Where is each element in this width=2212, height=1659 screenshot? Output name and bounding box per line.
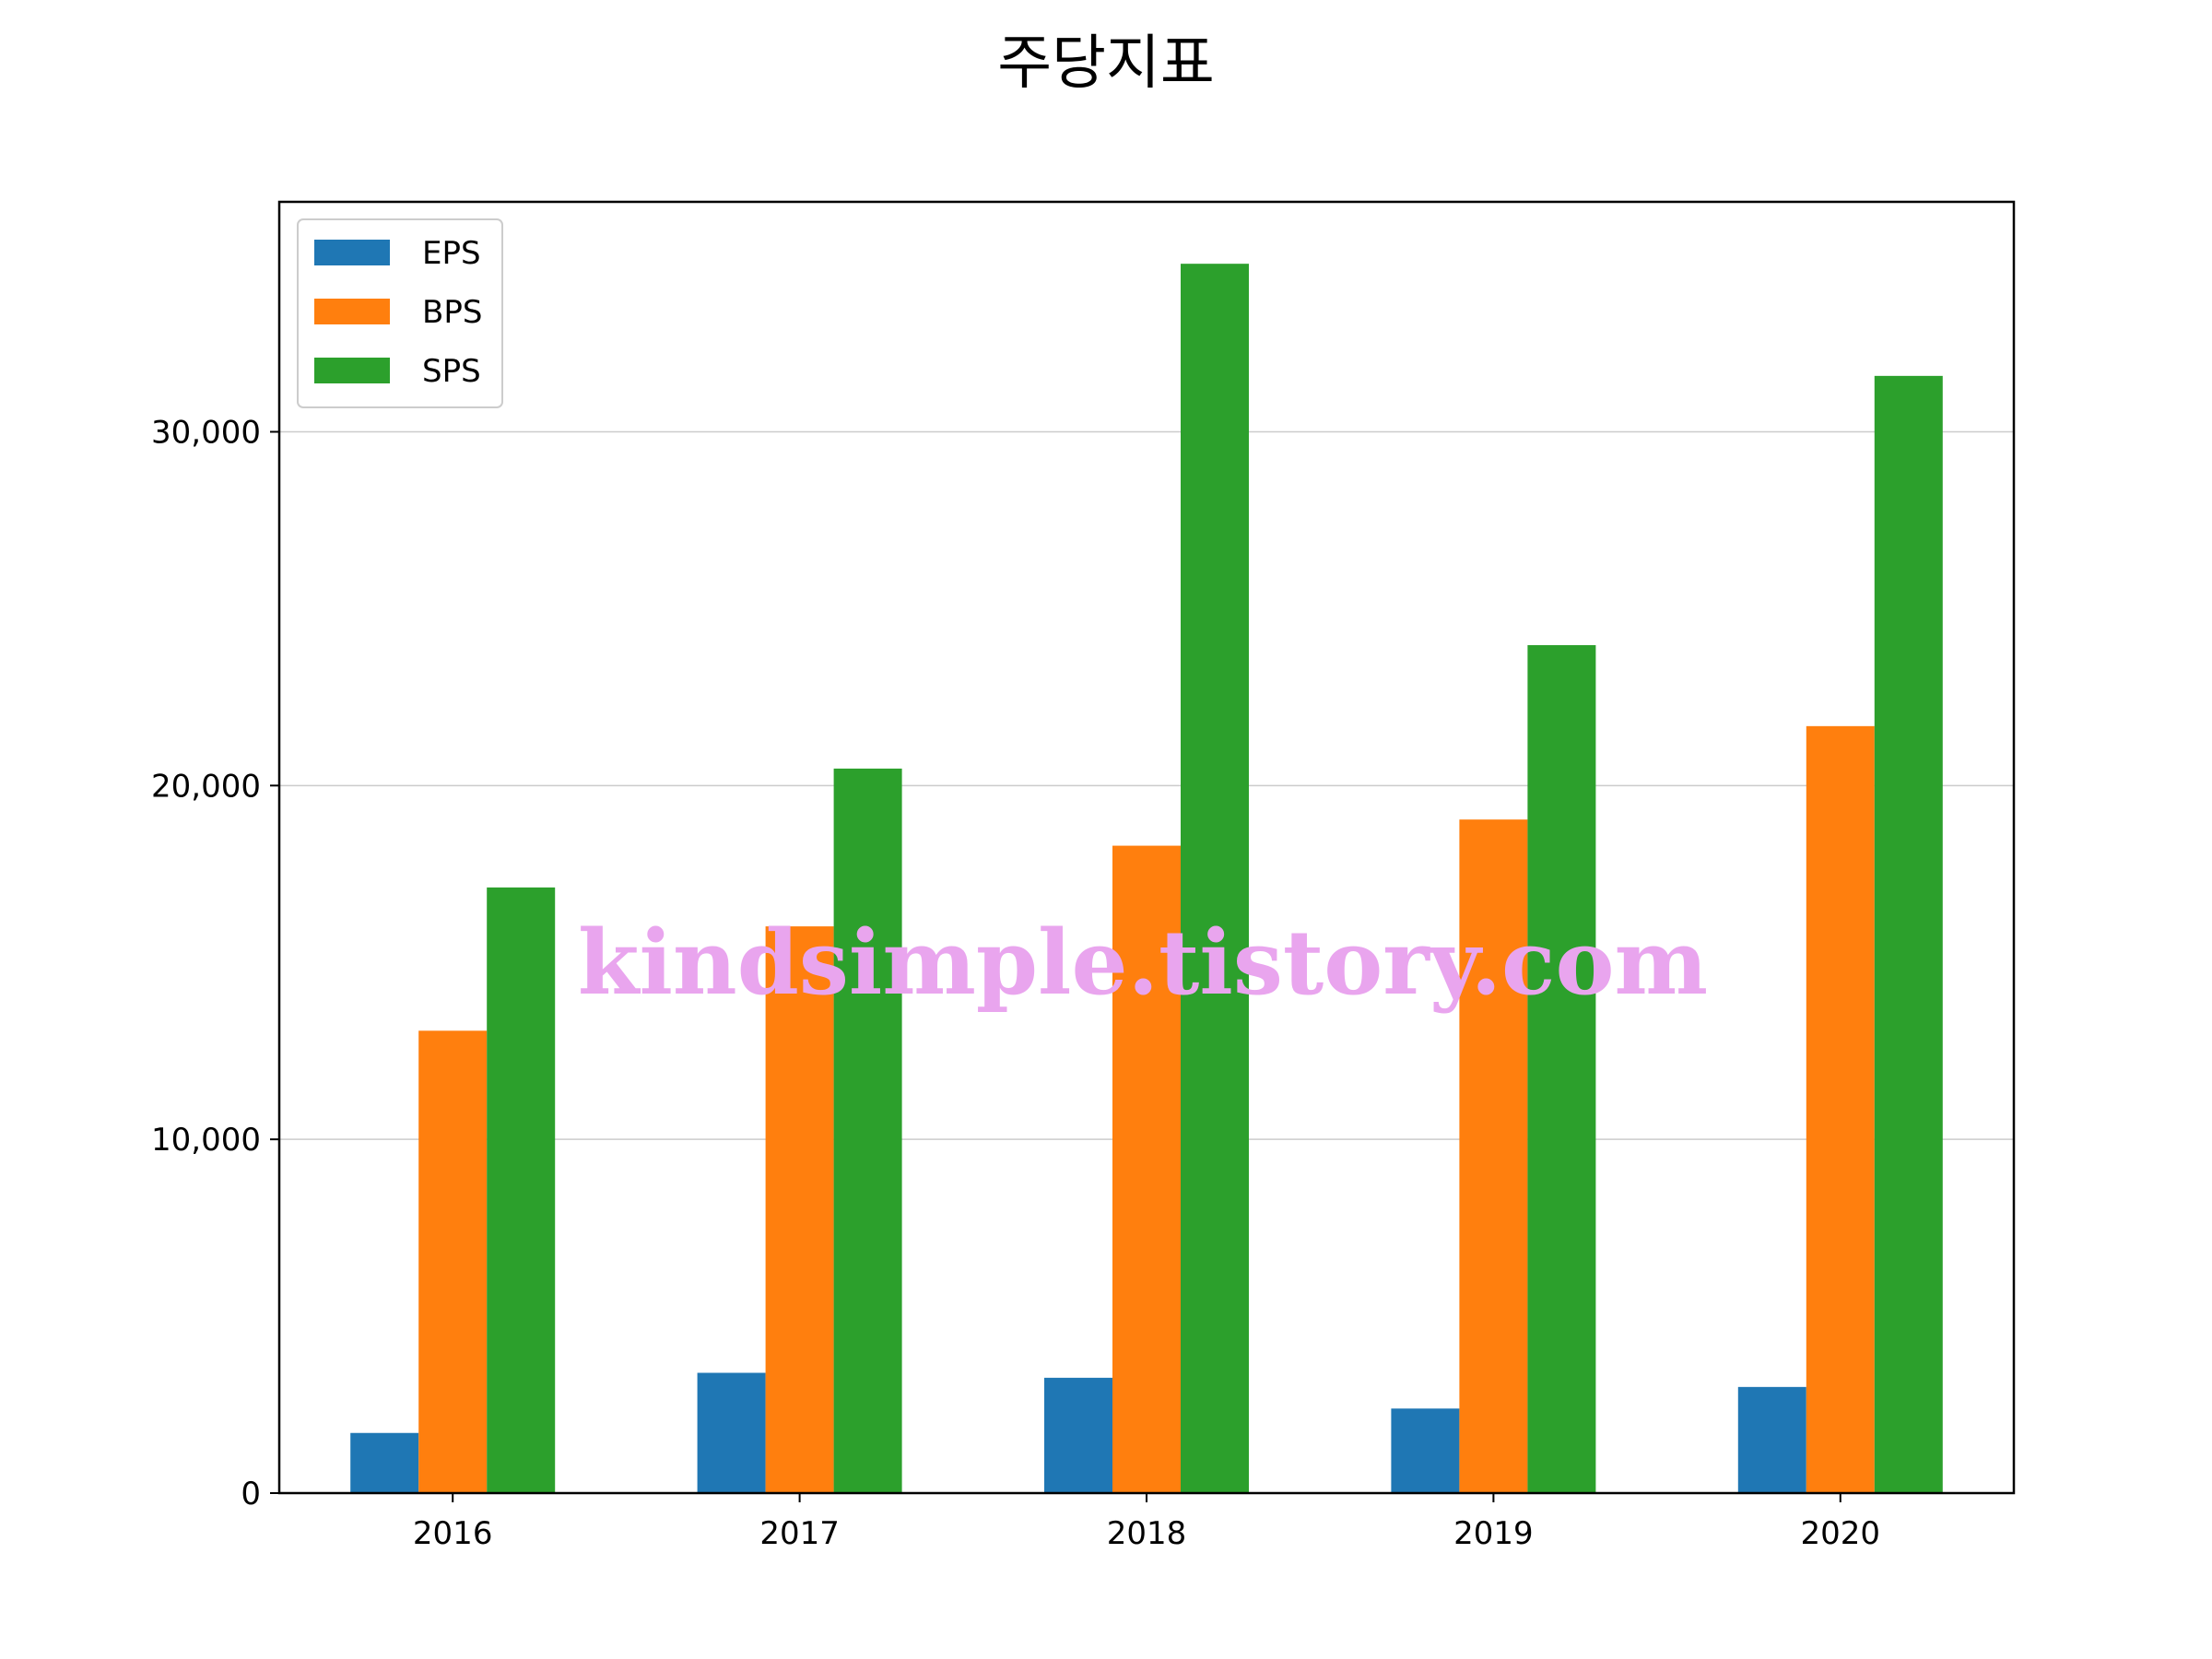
bar-eps-2018 (1044, 1377, 1112, 1493)
chart-title: 주당지표 (997, 29, 1215, 98)
y-tick-label: 10,000 (151, 1122, 261, 1159)
bar-bps-2019 (1459, 819, 1528, 1493)
legend-swatch-eps (314, 240, 390, 265)
y-tick-label: 20,000 (151, 768, 261, 805)
legend-label-sps: SPS (422, 353, 481, 390)
bar-eps-2019 (1391, 1408, 1460, 1493)
legend: EPS BPS SPS (297, 218, 503, 408)
legend-label-eps: EPS (422, 235, 481, 272)
bar-sps-2017 (833, 768, 902, 1493)
bar-bps-2017 (765, 926, 834, 1493)
x-tick-label: 2018 (1107, 1515, 1187, 1552)
bar-sps-2016 (487, 887, 556, 1493)
x-axis-ticks: 2016 2017 2018 2019 2020 (413, 1493, 1880, 1552)
y-axis-ticks: 0 10,000 20,000 30,000 (151, 414, 279, 1512)
bar-sps-2019 (1527, 644, 1596, 1493)
y-tick-label: 30,000 (151, 414, 261, 451)
bar-series (350, 264, 1943, 1493)
bar-bps-2016 (418, 1030, 488, 1493)
legend-swatch-bps (314, 299, 390, 324)
bar-sps-2020 (1874, 375, 1943, 1493)
bar-eps-2016 (350, 1432, 419, 1493)
bar-eps-2017 (697, 1372, 766, 1493)
bar-bps-2020 (1806, 725, 1875, 1493)
bar-eps-2020 (1737, 1386, 1806, 1493)
x-tick-label: 2017 (759, 1515, 840, 1552)
watermark: kindsimple.tistory.com (578, 911, 1708, 1015)
x-tick-label: 2020 (1801, 1515, 1881, 1552)
y-tick-label: 0 (241, 1476, 261, 1512)
legend-label-bps: BPS (422, 294, 482, 331)
x-tick-label: 2019 (1453, 1515, 1534, 1552)
x-tick-label: 2016 (413, 1515, 493, 1552)
bar-bps-2018 (1112, 845, 1181, 1493)
bar-sps-2018 (1181, 264, 1249, 1493)
legend-swatch-sps (314, 358, 390, 383)
